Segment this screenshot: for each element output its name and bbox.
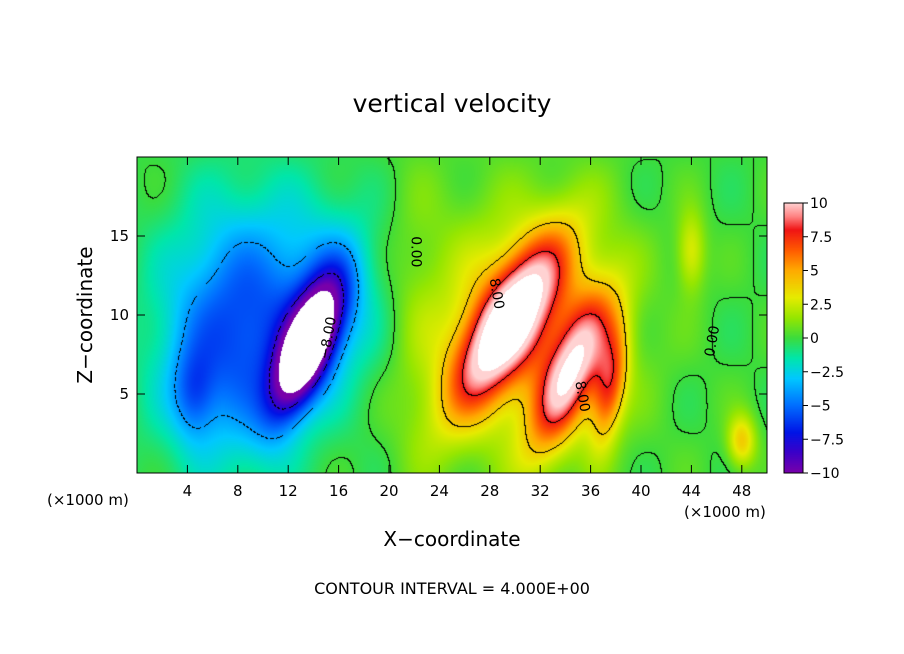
colorbar-tick-label: −7.5 [810, 432, 844, 448]
colorbar-tick-label: −5 [810, 399, 831, 415]
y-tick-label: 10 [110, 306, 129, 324]
x-tick-label: 8 [233, 482, 243, 500]
y-axis-label: Z−coordinate [73, 246, 97, 383]
contour-label: 8.00 [571, 380, 592, 413]
x-axis-ticks: 4 8 12 16 20 24 28 32 36 40 44 48 [183, 157, 751, 500]
colorbar-tick-label: −2.5 [810, 365, 844, 381]
colorbar-tick-label: 0 [810, 331, 819, 347]
colorbar-tick-label: 5 [810, 264, 819, 280]
y-tick-label: 5 [119, 385, 129, 403]
x-tick-label: 48 [732, 482, 751, 500]
x-tick-label: 20 [379, 482, 398, 500]
colorbar: 10 7.5 5 2.5 0 −2.5 −5 −7.5 −10 [783, 196, 844, 482]
x-tick-label: 16 [329, 482, 348, 500]
x-unit-right: (×1000 m) [684, 503, 766, 521]
colorbar-tick-label: −10 [810, 466, 840, 482]
x-tick-label: 44 [682, 482, 701, 500]
colorbar-tick-label: 10 [810, 196, 828, 212]
contour-label: 0.00 [702, 324, 723, 357]
x-tick-label: 40 [631, 482, 650, 500]
colorbar-tick-label: 7.5 [810, 230, 832, 246]
x-tick-label: 32 [531, 482, 550, 500]
contour-interval-note: CONTOUR INTERVAL = 4.000E+00 [314, 579, 590, 598]
x-tick-label: 12 [279, 482, 298, 500]
velocity-field [137, 157, 767, 473]
y-axis-ticks: 5 10 15 [110, 227, 767, 403]
colorbar-tick-label: 2.5 [810, 297, 832, 313]
contour-labels: 0.00 8.00 −8.00 8.00 0.00 [317, 236, 723, 413]
contour-label: −8.00 [317, 315, 340, 360]
x-tick-label: 36 [581, 482, 600, 500]
x-tick-label: 4 [183, 482, 193, 500]
x-axis-label: X−coordinate [383, 527, 520, 551]
x-tick-label: 24 [430, 482, 449, 500]
x-unit-left: (×1000 m) [47, 491, 129, 509]
chart-title: vertical velocity [353, 89, 552, 118]
colorbar-ticks: 10 7.5 5 2.5 0 −2.5 −5 −7.5 −10 [803, 196, 844, 482]
colorbar-gradient [784, 203, 803, 473]
plot-area [136, 156, 768, 474]
contour-label: 8.00 [486, 277, 507, 310]
x-tick-label: 28 [480, 482, 499, 500]
contour-label: 0.00 [408, 236, 424, 267]
y-tick-label: 15 [110, 227, 129, 245]
